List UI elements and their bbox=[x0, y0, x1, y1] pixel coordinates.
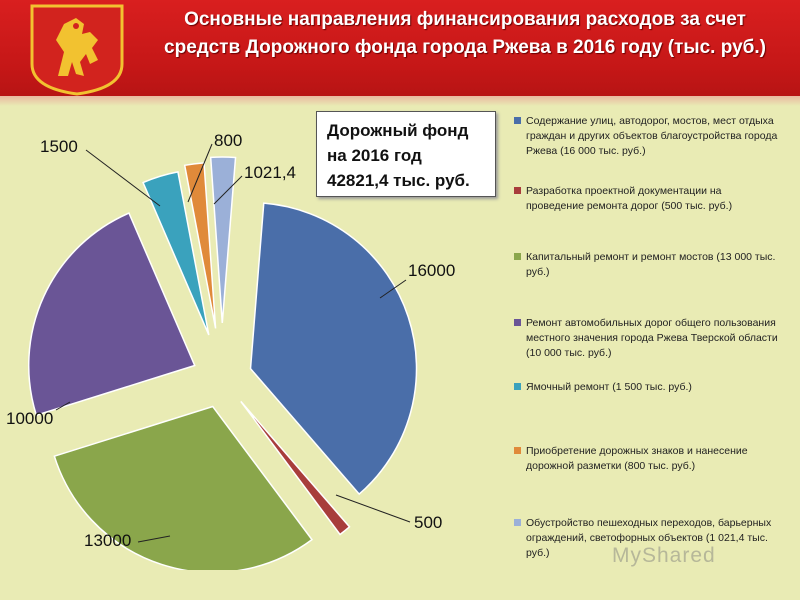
legend-item-7: Обустройство пешеходных переходов, барье… bbox=[514, 516, 780, 561]
pie-slice-3 bbox=[53, 405, 314, 570]
pie-slice-4 bbox=[27, 212, 196, 417]
data-label-4: 10000 bbox=[6, 409, 53, 428]
data-label-3: 13000 bbox=[84, 531, 131, 550]
data-label-1: 16000 bbox=[408, 261, 455, 280]
legend-label: Обустройство пешеходных переходов, барье… bbox=[526, 517, 772, 559]
leader-line-3 bbox=[137, 535, 171, 543]
data-label-2: 500 bbox=[414, 513, 442, 532]
fund-total-box: Дорожный фонд на 2016 год 42821,4 тыс. р… bbox=[316, 111, 496, 197]
leader-line-1 bbox=[379, 279, 407, 299]
leader-line-5 bbox=[85, 149, 161, 207]
leader-line-2 bbox=[335, 494, 411, 523]
data-label-6: 800 bbox=[214, 131, 242, 150]
fund-box-line-3: 42821,4 тыс. руб. bbox=[327, 171, 470, 190]
legend-label: Капитальный ремонт и ремонт мостов (13 0… bbox=[526, 251, 776, 278]
leader-line-6 bbox=[187, 143, 213, 203]
fund-box-line-2: на 2016 год bbox=[327, 146, 422, 165]
legend-label: Ямочный ремонт (1 500 тыс. руб.) bbox=[526, 381, 692, 393]
legend-item-3: Капитальный ремонт и ремонт мостов (13 0… bbox=[514, 250, 780, 280]
legend-label: Приобретение дорожных знаков и нанесение… bbox=[526, 445, 748, 472]
coat-of-arms-icon bbox=[30, 4, 124, 96]
legend-swatch bbox=[514, 519, 521, 526]
legend-item-6: Приобретение дорожных знаков и нанесение… bbox=[514, 444, 780, 474]
header-fade bbox=[0, 96, 800, 106]
leader-line-4 bbox=[55, 401, 71, 411]
legend-item-5: Ямочный ремонт (1 500 тыс. руб.) bbox=[514, 380, 780, 395]
legend-swatch bbox=[514, 117, 521, 124]
page-title: Основные направления финансирования расх… bbox=[140, 6, 790, 62]
pie-slice-1 bbox=[249, 202, 418, 496]
legend-swatch bbox=[514, 447, 521, 454]
chart-legend: Содержание улиц, автодорог, мостов, мест… bbox=[514, 106, 780, 568]
legend-label: Ремонт автомобильных дорог общего пользо… bbox=[526, 317, 778, 359]
legend-item-4: Ремонт автомобильных дорог общего пользо… bbox=[514, 316, 780, 361]
data-label-5: 1500 bbox=[40, 137, 78, 156]
header-banner bbox=[0, 0, 800, 96]
data-label-7: 1021,4 bbox=[244, 163, 296, 182]
legend-item-1: Содержание улиц, автодорог, мостов, мест… bbox=[514, 114, 780, 159]
legend-swatch bbox=[514, 187, 521, 194]
title-line-2: средств Дорожного фонда города Ржева в 2… bbox=[164, 37, 766, 58]
legend-swatch bbox=[514, 253, 521, 260]
leader-line-7 bbox=[213, 175, 243, 205]
legend-swatch bbox=[514, 319, 521, 326]
legend-swatch bbox=[514, 383, 521, 390]
legend-item-2: Разработка проектной документации на про… bbox=[514, 184, 780, 214]
legend-label: Содержание улиц, автодорог, мостов, мест… bbox=[526, 115, 778, 157]
pie-slice-7 bbox=[209, 156, 237, 324]
pie-slice-5 bbox=[142, 170, 210, 336]
title-line-1: Основные направления финансирования расх… bbox=[184, 9, 746, 30]
legend-label: Разработка проектной документации на про… bbox=[526, 185, 733, 212]
pie-slice-2 bbox=[240, 400, 351, 536]
fund-box-line-1: Дорожный фонд bbox=[327, 121, 469, 140]
watermark: MyShared bbox=[612, 544, 716, 567]
